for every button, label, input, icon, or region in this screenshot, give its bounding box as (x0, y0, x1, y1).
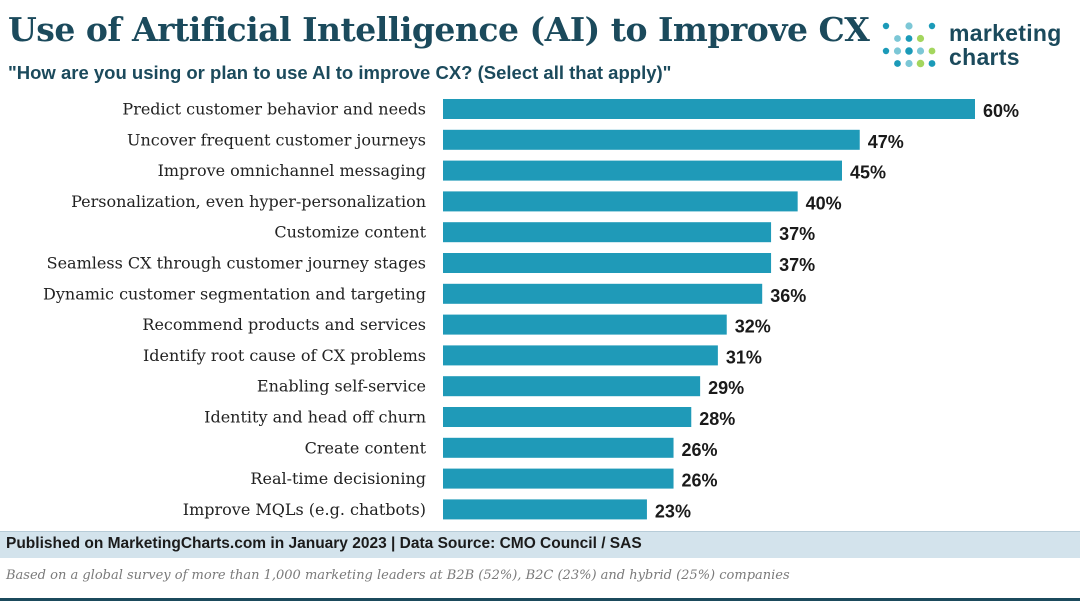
category-label: Dynamic customer segmentation and target… (43, 284, 426, 303)
logo-dot (894, 35, 901, 42)
logo-dot (882, 22, 890, 30)
category-label: Improve omnichannel messaging (158, 161, 426, 180)
logo-dot (916, 47, 925, 55)
value-label: 60% (983, 101, 1019, 121)
logo-text: marketing charts (949, 21, 1062, 69)
footer-bar: Published on MarketingCharts.com in Janu… (0, 531, 1080, 558)
category-label: Create content (305, 438, 427, 457)
value-label: 47% (868, 132, 904, 152)
value-label: 28% (699, 409, 735, 429)
bar (443, 222, 772, 243)
value-label: 26% (682, 440, 718, 460)
value-label: 31% (726, 347, 762, 367)
logo-dots-icon (882, 22, 936, 68)
logo-dot (928, 47, 936, 55)
value-label: 37% (779, 255, 815, 275)
logo-dot (882, 47, 890, 55)
bar (443, 99, 975, 119)
category-label: Seamless CX through customer journey sta… (47, 254, 426, 273)
logo-dot (916, 34, 925, 43)
value-label: 40% (806, 193, 842, 213)
bar (443, 191, 798, 212)
category-label: Recommend products and services (142, 315, 426, 334)
logo-dot (928, 22, 936, 30)
value-label: 29% (708, 378, 744, 398)
bar (443, 253, 772, 273)
bar (443, 283, 763, 304)
value-label: 32% (735, 317, 771, 337)
chart-title: Use of Artificial Intelligence (AI) to I… (8, 10, 870, 49)
bar (443, 499, 647, 520)
bar (443, 129, 860, 150)
logo-dot (894, 60, 901, 67)
marketingcharts-logo: marketing charts (880, 20, 1075, 75)
logo-dot (905, 22, 913, 30)
bar (443, 437, 674, 458)
bar (443, 160, 842, 181)
survey-note: Based on a global survey of more than 1,… (6, 568, 790, 583)
bottom-rule (0, 598, 1080, 601)
value-label: 23% (655, 501, 691, 521)
value-label: 37% (779, 224, 815, 244)
bar (443, 407, 692, 427)
logo-text-line1: marketing (949, 20, 1062, 46)
category-label: Real-time decisioning (250, 469, 426, 488)
category-label: Identity and head off churn (204, 408, 426, 427)
bar-chart: Predict customer behavior and needs 60% Un… (43, 99, 1019, 521)
category-label: Personalization, even hyper-personalizat… (71, 192, 426, 211)
logo-text-line2: charts (949, 44, 1020, 70)
logo-dot (905, 35, 913, 42)
category-label: Improve MQLs (e.g. chatbots) (183, 500, 426, 519)
chart-subtitle: "How are you using or plan to use AI to … (8, 62, 672, 83)
value-label: 26% (682, 471, 718, 491)
category-label: Enabling self-service (257, 377, 426, 396)
logo-dot (905, 47, 913, 55)
logo-dot (928, 60, 936, 67)
category-label: Identify root cause of CX problems (143, 346, 426, 365)
bar (443, 468, 674, 489)
footer-published: Published on MarketingCharts.com in Janu… (6, 535, 642, 552)
bar (443, 314, 727, 335)
logo-dot (916, 59, 925, 68)
value-label: 36% (770, 286, 806, 306)
category-label: Uncover frequent customer journeys (127, 130, 426, 149)
logo-dot (893, 47, 902, 55)
category-label: Customize content (274, 223, 426, 242)
value-label: 45% (850, 163, 886, 183)
logo-dot (905, 59, 913, 68)
category-label: Predict customer behavior and needs (122, 100, 426, 119)
bar (443, 376, 701, 397)
bar (443, 345, 718, 366)
